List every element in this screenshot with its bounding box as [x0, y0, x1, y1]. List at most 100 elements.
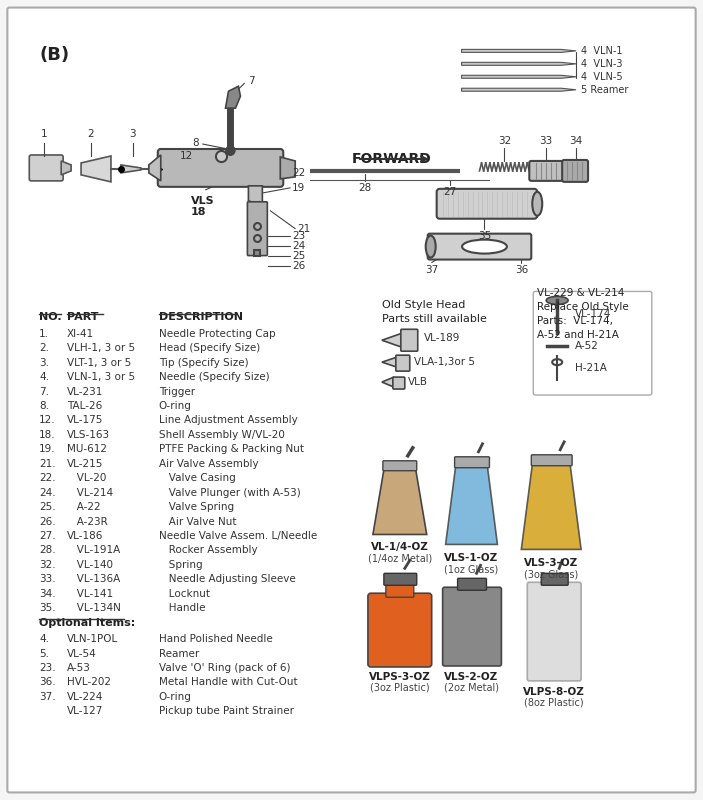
- Text: A-23R: A-23R: [67, 517, 108, 526]
- Ellipse shape: [462, 240, 507, 254]
- Text: 3.: 3.: [39, 358, 49, 368]
- Text: VL-231: VL-231: [67, 386, 103, 397]
- Text: Spring: Spring: [159, 560, 202, 570]
- Text: VL-229 & VL-214
Replace Old Style
Parts:  VL-174,
A-52 and H-21A: VL-229 & VL-214 Replace Old Style Parts:…: [537, 289, 629, 341]
- Text: 18.: 18.: [39, 430, 56, 440]
- Text: 22.: 22.: [39, 474, 56, 483]
- Text: (B): (B): [39, 46, 70, 65]
- Ellipse shape: [426, 236, 436, 258]
- FancyBboxPatch shape: [30, 155, 63, 181]
- Text: VL-224: VL-224: [67, 692, 103, 702]
- Text: 1: 1: [41, 129, 48, 139]
- Text: (3oz Plastic): (3oz Plastic): [370, 683, 430, 693]
- Text: VLS
18: VLS 18: [191, 196, 214, 218]
- Text: Locknut: Locknut: [159, 589, 209, 598]
- Text: VL-127: VL-127: [67, 706, 103, 716]
- Text: VL-214: VL-214: [67, 488, 113, 498]
- Text: Reamer: Reamer: [159, 649, 199, 658]
- Polygon shape: [226, 86, 240, 108]
- Text: Rocker Assembly: Rocker Assembly: [159, 546, 257, 555]
- Text: 36: 36: [515, 265, 528, 274]
- Polygon shape: [149, 155, 161, 181]
- Polygon shape: [462, 88, 576, 91]
- Text: VL-189: VL-189: [424, 334, 460, 343]
- Text: NO.: NO.: [39, 312, 62, 322]
- Text: Air Valve Nut: Air Valve Nut: [159, 517, 236, 526]
- Text: 34: 34: [569, 136, 583, 146]
- Text: 28.: 28.: [39, 546, 56, 555]
- FancyBboxPatch shape: [383, 461, 417, 470]
- Text: 37.: 37.: [39, 692, 56, 702]
- Text: Needle Adjusting Sleeve: Needle Adjusting Sleeve: [159, 574, 295, 584]
- Text: Air Valve Assembly: Air Valve Assembly: [159, 458, 259, 469]
- Text: 8.: 8.: [39, 401, 49, 411]
- Text: 35: 35: [478, 230, 491, 241]
- Text: 7.: 7.: [39, 386, 49, 397]
- Text: A-52: A-52: [575, 342, 599, 351]
- Text: 22: 22: [292, 168, 306, 178]
- Text: (2oz Metal): (2oz Metal): [444, 683, 499, 693]
- Polygon shape: [280, 157, 295, 179]
- Text: 23: 23: [292, 230, 306, 241]
- Text: 26: 26: [292, 261, 306, 270]
- FancyBboxPatch shape: [427, 234, 531, 259]
- Text: Hand Polished Needle: Hand Polished Needle: [159, 634, 273, 644]
- Text: (3oz Glass): (3oz Glass): [524, 570, 579, 579]
- Text: Valve Casing: Valve Casing: [159, 474, 236, 483]
- Text: VLS-1-OZ: VLS-1-OZ: [444, 554, 498, 563]
- FancyBboxPatch shape: [541, 574, 568, 586]
- FancyBboxPatch shape: [7, 7, 696, 793]
- Text: VL-191A: VL-191A: [67, 546, 120, 555]
- Text: VLS-2-OZ: VLS-2-OZ: [444, 672, 498, 682]
- Text: VL-141: VL-141: [67, 589, 113, 598]
- Text: VL-175: VL-175: [67, 415, 103, 426]
- Text: VL-134N: VL-134N: [67, 603, 121, 613]
- Polygon shape: [462, 75, 576, 78]
- Text: Needle Protecting Cap: Needle Protecting Cap: [159, 329, 276, 338]
- Text: Trigger: Trigger: [159, 386, 195, 397]
- FancyBboxPatch shape: [437, 189, 537, 218]
- Text: VLS-3-OZ: VLS-3-OZ: [524, 558, 579, 568]
- Text: MU-612: MU-612: [67, 444, 107, 454]
- Polygon shape: [462, 50, 576, 52]
- FancyBboxPatch shape: [396, 355, 410, 371]
- FancyBboxPatch shape: [527, 582, 581, 681]
- Text: H-21A: H-21A: [575, 363, 607, 373]
- Text: VL-186: VL-186: [67, 531, 103, 541]
- Text: DESCRIPTION: DESCRIPTION: [159, 312, 243, 322]
- Text: 8: 8: [192, 138, 199, 148]
- Text: 32: 32: [498, 136, 511, 146]
- Text: A-53: A-53: [67, 663, 91, 673]
- Text: Old Style Head
Parts still available: Old Style Head Parts still available: [382, 300, 486, 323]
- FancyBboxPatch shape: [534, 291, 652, 395]
- FancyBboxPatch shape: [458, 578, 486, 590]
- Text: VLPS-3-OZ: VLPS-3-OZ: [369, 672, 431, 682]
- Polygon shape: [462, 62, 576, 66]
- Text: 21: 21: [297, 224, 311, 234]
- Text: Shell Assembly W/VL-20: Shell Assembly W/VL-20: [159, 430, 285, 440]
- Text: 33.: 33.: [39, 574, 56, 584]
- FancyBboxPatch shape: [157, 149, 283, 187]
- Text: Pickup tube Paint Strainer: Pickup tube Paint Strainer: [159, 706, 294, 716]
- Text: Valve Spring: Valve Spring: [159, 502, 234, 512]
- Text: 24.: 24.: [39, 488, 56, 498]
- FancyBboxPatch shape: [443, 587, 501, 666]
- Text: VLN-1POL: VLN-1POL: [67, 634, 118, 644]
- Text: A-22: A-22: [67, 502, 101, 512]
- FancyBboxPatch shape: [529, 161, 563, 181]
- Text: VL-174: VL-174: [575, 310, 612, 319]
- Text: Line Adjustment Assembly: Line Adjustment Assembly: [159, 415, 297, 426]
- Text: VL-215: VL-215: [67, 458, 103, 469]
- Text: 25.: 25.: [39, 502, 56, 512]
- Ellipse shape: [546, 297, 568, 304]
- Text: Optional Items:: Optional Items:: [39, 618, 136, 628]
- Text: VL-20: VL-20: [67, 474, 106, 483]
- FancyBboxPatch shape: [401, 330, 418, 351]
- Text: 2.: 2.: [39, 343, 49, 354]
- Text: VLS-163: VLS-163: [67, 430, 110, 440]
- Text: 19.: 19.: [39, 444, 56, 454]
- Text: 23.: 23.: [39, 663, 56, 673]
- Text: VLPS-8-OZ: VLPS-8-OZ: [523, 687, 585, 697]
- Text: HVL-202: HVL-202: [67, 678, 111, 687]
- Text: VLN-1, 3 or 5: VLN-1, 3 or 5: [67, 372, 135, 382]
